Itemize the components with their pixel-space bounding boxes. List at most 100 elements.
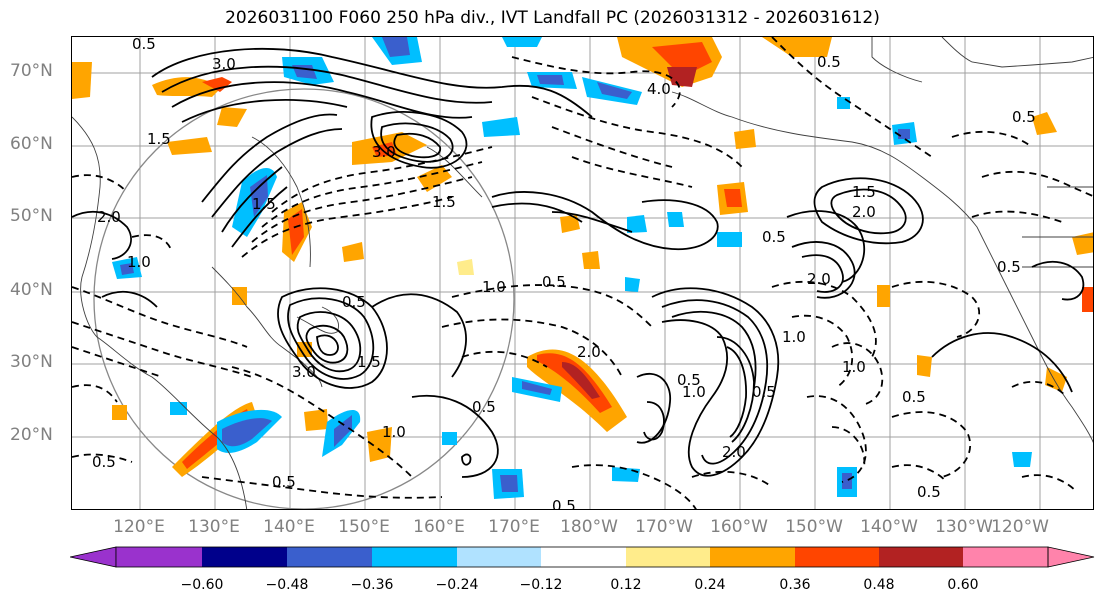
shade-negative <box>442 432 457 445</box>
contour-label: 1.0 <box>382 423 406 441</box>
colorbar-segment <box>795 547 879 567</box>
colorbar-segment <box>202 547 287 567</box>
lon-label-130e: 130°E <box>188 517 240 537</box>
colorbar-tick: 0.24 <box>694 577 726 593</box>
contour-label: 3.0 <box>292 363 316 381</box>
shade-negative <box>482 117 520 137</box>
lon-label-130w: 130°W <box>935 517 993 537</box>
shade-negative <box>334 415 352 447</box>
shade-positive <box>342 242 364 262</box>
contour-label: 1.5 <box>852 183 876 201</box>
shade-negative <box>382 37 410 57</box>
shade-positive <box>762 37 832 57</box>
shade-positive <box>1072 232 1093 255</box>
contour-label: 1.0 <box>842 358 866 376</box>
contour-dashed <box>72 37 1093 509</box>
contour-label: 2.0 <box>577 343 601 361</box>
contour-label: 1.5 <box>432 193 456 211</box>
contour-label: 0.5 <box>132 37 156 53</box>
colorbar-tick: 0.12 <box>610 577 642 593</box>
colorbar-segment <box>372 547 457 567</box>
shade-positive <box>72 62 92 99</box>
shade-positive <box>288 209 304 255</box>
lon-label-180w: 180°W <box>560 517 618 537</box>
shade-positive <box>457 259 474 275</box>
contour-label: 0.5 <box>552 497 576 510</box>
shade-negative <box>625 277 640 292</box>
shade-positive <box>417 165 452 192</box>
shade-negative <box>597 82 632 99</box>
shade-positive <box>1082 287 1093 312</box>
shade-positive <box>667 67 697 87</box>
shade-positive <box>367 427 392 462</box>
colorbar-segment <box>541 547 626 567</box>
lat-label-70n: 70°N <box>10 61 53 81</box>
colorbar-tick: 0.48 <box>863 577 895 593</box>
lon-label-170w: 170°W <box>635 517 693 537</box>
colorbar-segment <box>287 547 372 567</box>
contour-label: 0.5 <box>677 371 701 389</box>
lat-label-50n: 50°N <box>10 206 53 226</box>
range-circle <box>93 88 515 509</box>
contour-label: 0.5 <box>902 388 926 406</box>
colorbar-extend-min <box>70 546 117 568</box>
contour-label: 1.5 <box>252 195 276 213</box>
shade-negative <box>502 37 542 47</box>
shade-negative <box>1012 452 1032 467</box>
shade-positive <box>560 215 580 233</box>
contour-label: 2.0 <box>722 443 746 461</box>
contour-label: 2.0 <box>807 270 831 288</box>
shade-negative <box>170 402 187 415</box>
lon-label-140e: 140°E <box>263 517 315 537</box>
shade-positive <box>297 342 312 357</box>
shade-negative <box>898 129 910 139</box>
lon-label-160w: 160°W <box>710 517 768 537</box>
shade-positive <box>652 42 712 77</box>
colorbar-segment <box>457 547 541 567</box>
shade-positive <box>562 362 600 399</box>
shade-positive <box>217 107 247 127</box>
map-canvas[interactable]: 1.5 3.0 0.5 1.5 2.0 1.0 0.5 1.0 2.0 0.5 … <box>72 37 1094 510</box>
contour-label: 2.0 <box>852 203 876 221</box>
shade-positive <box>304 409 328 431</box>
colorbar-extend-max <box>1047 546 1095 568</box>
colorbar-tick: 0.60 <box>947 577 979 593</box>
shade-negative <box>717 232 742 247</box>
contour-label: 1.0 <box>682 383 706 401</box>
contour-label: 0.5 <box>272 473 296 491</box>
contour-label: 0.5 <box>752 383 776 401</box>
lon-label-120e: 120°E <box>113 517 165 537</box>
lon-label-160e: 160°E <box>413 517 465 537</box>
shade-positive <box>202 77 232 92</box>
colorbar-segment <box>963 547 1048 567</box>
contour-label: 1.0 <box>482 278 506 296</box>
contour-label: 3.0 <box>212 55 236 73</box>
shade-positive <box>112 405 127 420</box>
contour-label: 0.5 <box>92 453 116 471</box>
shade-negative <box>627 215 647 233</box>
colorbar-tick: −0.24 <box>435 577 479 593</box>
lat-label-60n: 60°N <box>10 134 53 154</box>
map-title: 2026031100 F060 250 hPa div., IVT Landfa… <box>225 8 880 28</box>
shade-negative <box>222 418 272 447</box>
contour-label: 1.0 <box>127 253 151 271</box>
shade-positive <box>167 137 212 155</box>
contour-label: 1.5 <box>357 353 381 371</box>
lon-label-170e: 170°E <box>488 517 540 537</box>
contour-label: 0.5 <box>762 228 786 246</box>
colorbar-segment <box>116 547 202 567</box>
shade-positive <box>917 355 932 377</box>
contour-label: 0.5 <box>917 483 941 501</box>
shade-negative <box>537 75 564 85</box>
colorbar-tick: 0.36 <box>779 577 811 593</box>
shade-positive <box>582 251 600 269</box>
shade-negative <box>842 473 852 489</box>
contour-label: 0.5 <box>997 258 1021 276</box>
shade-negative <box>120 263 134 275</box>
colorbar-segment <box>879 547 963 567</box>
shade-positive <box>1032 112 1057 135</box>
contour-labels: 1.5 3.0 0.5 1.5 2.0 1.0 0.5 1.0 2.0 0.5 … <box>92 37 1036 510</box>
map-panel[interactable]: 1.5 3.0 0.5 1.5 2.0 1.0 0.5 1.0 2.0 0.5 … <box>71 36 1094 510</box>
colorbar-segment <box>626 547 710 567</box>
lat-label-20n: 20°N <box>10 425 53 445</box>
